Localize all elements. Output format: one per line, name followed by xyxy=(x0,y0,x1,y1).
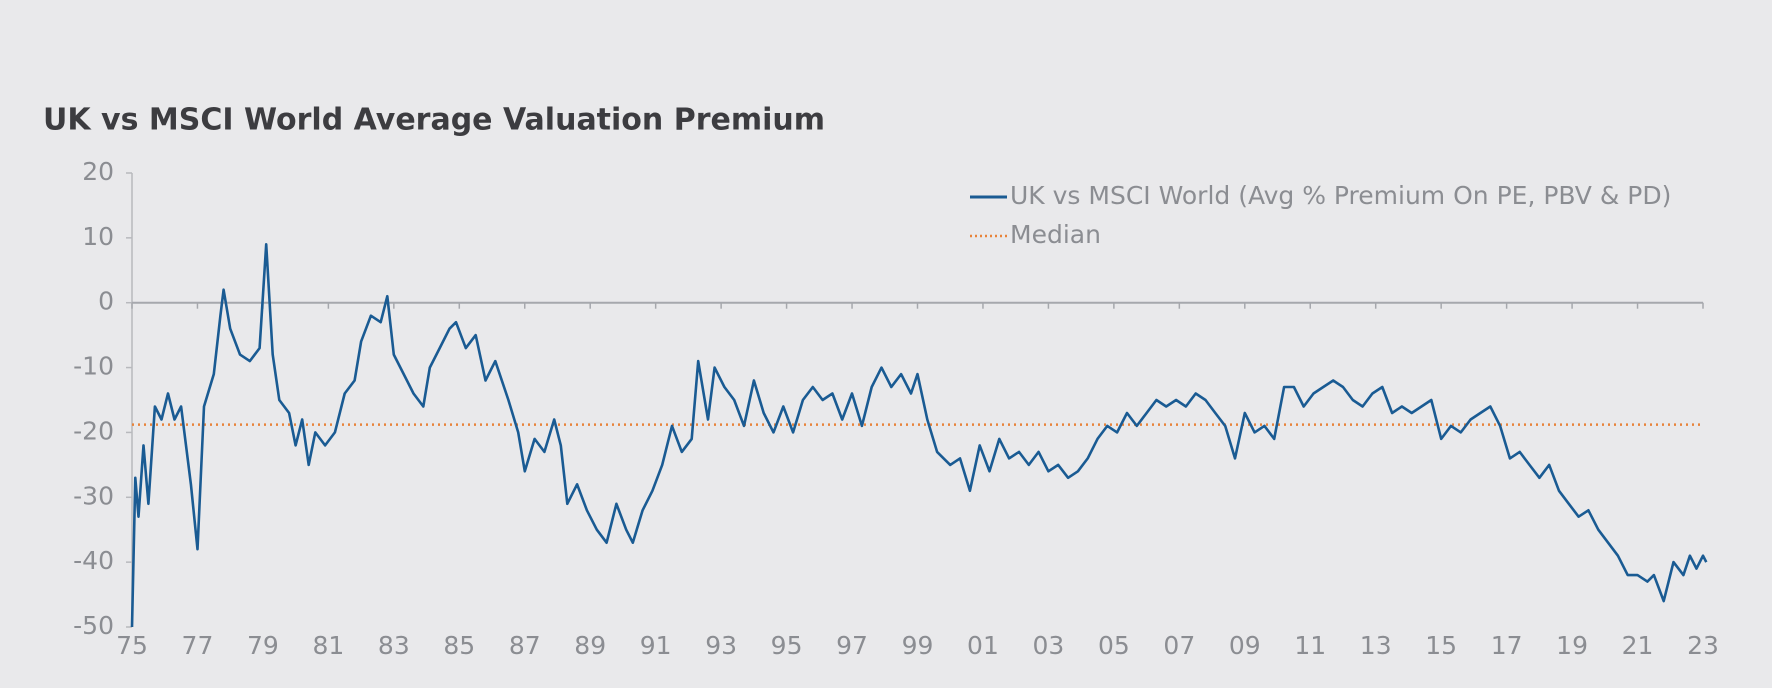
x-tick-label: 83 xyxy=(378,631,410,660)
y-tick-label: -20 xyxy=(73,416,114,445)
x-tick-label: 77 xyxy=(182,631,214,660)
x-tick-label: 85 xyxy=(443,631,475,660)
x-tick-label: 81 xyxy=(312,631,344,660)
y-tick-label: 20 xyxy=(82,157,114,186)
chart-title: UK vs MSCI World Average Valuation Premi… xyxy=(43,103,825,138)
x-tick-label: 17 xyxy=(1491,631,1523,660)
x-tick-label: 79 xyxy=(247,631,279,660)
x-tick-label: 95 xyxy=(771,631,803,660)
x-tick-label: 89 xyxy=(574,631,606,660)
x-tick-label: 05 xyxy=(1098,631,1130,660)
x-tick-label: 21 xyxy=(1622,631,1654,660)
x-tick-label: 93 xyxy=(705,631,737,660)
x-tick-label: 09 xyxy=(1229,631,1261,660)
x-tick-label: 13 xyxy=(1360,631,1392,660)
x-tick-label: 99 xyxy=(902,631,934,660)
y-tick-label: -30 xyxy=(73,481,114,510)
x-tick-label: 91 xyxy=(640,631,672,660)
y-tick-label: -10 xyxy=(73,352,114,381)
legend-label: Median xyxy=(1010,220,1101,249)
x-tick-label: 75 xyxy=(116,631,148,660)
data-line xyxy=(130,243,1708,628)
x-tick-label: 19 xyxy=(1556,631,1588,660)
x-tick-label: 07 xyxy=(1163,631,1195,660)
y-tick-label: -50 xyxy=(73,611,114,640)
x-tick-label: 97 xyxy=(836,631,868,660)
x-tick-label: 87 xyxy=(509,631,541,660)
x-tick-label: 11 xyxy=(1294,631,1326,660)
y-tick-label: 0 xyxy=(98,287,114,316)
legend-label: UK vs MSCI World (Avg % Premium On PE, P… xyxy=(1010,181,1671,210)
x-tick-label: 03 xyxy=(1033,631,1065,660)
y-tick-label: 10 xyxy=(82,222,114,251)
x-tick-label: 15 xyxy=(1425,631,1457,660)
x-tick-label: 01 xyxy=(967,631,999,660)
y-tick-label: -40 xyxy=(73,546,114,575)
x-tick-label: 23 xyxy=(1687,631,1719,660)
